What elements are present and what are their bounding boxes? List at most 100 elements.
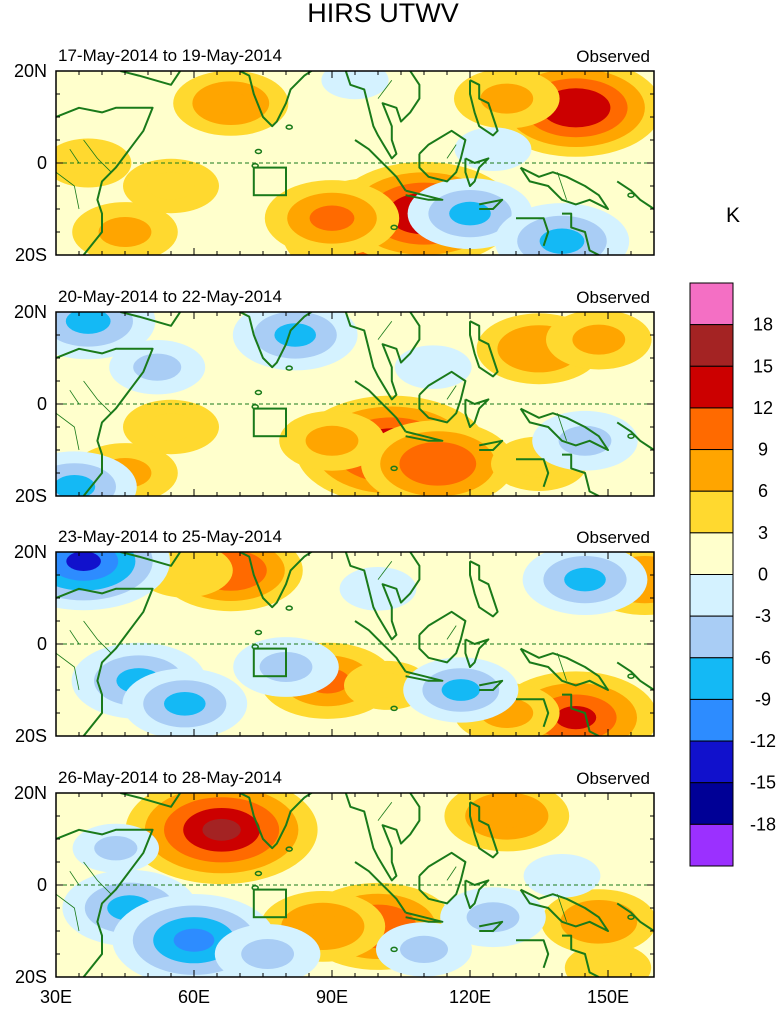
anomaly-field bbox=[56, 552, 654, 736]
coastline bbox=[221, 793, 314, 850]
coastline bbox=[519, 647, 609, 691]
country-border bbox=[446, 866, 457, 881]
colorbar-swatch bbox=[689, 532, 734, 575]
coastline bbox=[562, 934, 600, 977]
target-region-box bbox=[252, 647, 288, 678]
anomaly-contour bbox=[480, 83, 534, 114]
anomaly-contour bbox=[164, 692, 206, 716]
coastline bbox=[464, 398, 490, 428]
coastline bbox=[405, 430, 444, 442]
country-border bbox=[377, 560, 393, 580]
anomaly-contour bbox=[564, 567, 606, 592]
coastline bbox=[562, 212, 600, 255]
island bbox=[285, 605, 293, 611]
coastline bbox=[120, 312, 182, 327]
y-tick-label: 0 bbox=[37, 394, 47, 414]
y-tick-label: 0 bbox=[37, 634, 47, 654]
anomaly-contour bbox=[98, 217, 152, 247]
colorbar-label: 9 bbox=[758, 440, 768, 460]
coastlines bbox=[56, 552, 654, 736]
anomaly-contour bbox=[449, 201, 491, 226]
colorbar-swatch bbox=[689, 449, 734, 492]
coastline bbox=[464, 879, 490, 909]
colorbar-label: -12 bbox=[750, 731, 776, 751]
colorbar-label: -6 bbox=[755, 648, 771, 668]
coastline bbox=[470, 770, 479, 784]
country-border bbox=[446, 625, 457, 640]
colorbar: K 18 15 12 9 6 3 0 -3 -6 -9 -12 -15 -18 bbox=[689, 204, 776, 867]
country-border bbox=[69, 148, 80, 164]
coastline bbox=[616, 902, 654, 932]
island bbox=[627, 673, 635, 679]
anomaly-contour bbox=[147, 172, 195, 200]
anomaly-contour bbox=[133, 353, 182, 381]
coastline bbox=[464, 157, 490, 187]
coastline bbox=[405, 189, 444, 201]
anomaly-contour bbox=[211, 92, 250, 115]
anomaly-contour bbox=[321, 71, 389, 100]
coastline bbox=[616, 661, 654, 691]
anomaly-contour bbox=[66, 150, 110, 176]
coastline bbox=[354, 139, 407, 192]
anomaly-contour bbox=[147, 413, 195, 441]
coastline bbox=[418, 370, 467, 424]
colorbar-swatch bbox=[689, 490, 734, 534]
anomaly-contour bbox=[486, 804, 528, 828]
island bbox=[627, 914, 635, 920]
coastline bbox=[221, 552, 314, 609]
colorbar-swatch bbox=[689, 657, 734, 700]
coastline bbox=[354, 620, 407, 673]
coastline bbox=[344, 552, 421, 641]
coastline bbox=[221, 312, 314, 369]
country-border bbox=[83, 380, 112, 414]
country-border bbox=[83, 620, 112, 654]
coastline bbox=[56, 828, 154, 977]
anomaly-contour bbox=[94, 836, 138, 861]
coastlines bbox=[56, 289, 654, 496]
country-border bbox=[446, 144, 457, 159]
country-border bbox=[56, 652, 80, 691]
anomaly-contour bbox=[274, 323, 317, 347]
coastline bbox=[354, 861, 407, 914]
coastline bbox=[418, 851, 467, 905]
x-axis-labels: 30E 60E 90E 120E 150E bbox=[40, 987, 629, 1007]
coastline bbox=[469, 560, 499, 618]
y-tick-label: 20S bbox=[15, 245, 47, 265]
island bbox=[390, 465, 398, 472]
anomaly-field bbox=[62, 793, 654, 977]
country-border bbox=[557, 894, 567, 922]
panel: 20N 0 20S 23-May-2014 to 25-May-2014 Observe… bbox=[14, 527, 655, 746]
coastline bbox=[344, 71, 421, 160]
colorbar-label: 6 bbox=[758, 481, 768, 501]
y-tick-label: 20N bbox=[14, 542, 47, 562]
panel-date-range: 23-May-2014 to 25-May-2014 bbox=[58, 527, 282, 546]
panel-tag: Observed bbox=[576, 769, 650, 788]
colorbar-swatch bbox=[689, 407, 734, 451]
island bbox=[390, 705, 398, 712]
coastline bbox=[470, 48, 479, 62]
coastlines bbox=[56, 48, 654, 255]
coastline bbox=[464, 638, 490, 668]
country-border bbox=[83, 139, 112, 173]
coastline bbox=[354, 380, 407, 433]
coastline bbox=[519, 407, 609, 451]
anomaly-contour bbox=[466, 902, 520, 933]
coastline bbox=[470, 289, 479, 303]
island bbox=[390, 224, 398, 231]
panel: 20N 0 20S 17-May-2014 to 19-May-2014 Observe… bbox=[14, 46, 655, 265]
y-tick-label: 0 bbox=[37, 875, 47, 895]
panel-date-range: 17-May-2014 to 19-May-2014 bbox=[58, 46, 282, 65]
coastline bbox=[221, 71, 314, 128]
coastline bbox=[120, 71, 182, 86]
coastline bbox=[405, 670, 444, 682]
anomaly-contour bbox=[65, 312, 111, 334]
coastline bbox=[469, 79, 499, 137]
country-border bbox=[69, 629, 80, 645]
y-tick-label: 20N bbox=[14, 302, 47, 322]
colorbar-swatch bbox=[689, 615, 734, 659]
country-border bbox=[56, 171, 80, 210]
coastline bbox=[616, 180, 654, 210]
coastline bbox=[120, 552, 182, 567]
coastline bbox=[516, 217, 550, 247]
anomaly-contour bbox=[400, 935, 448, 964]
